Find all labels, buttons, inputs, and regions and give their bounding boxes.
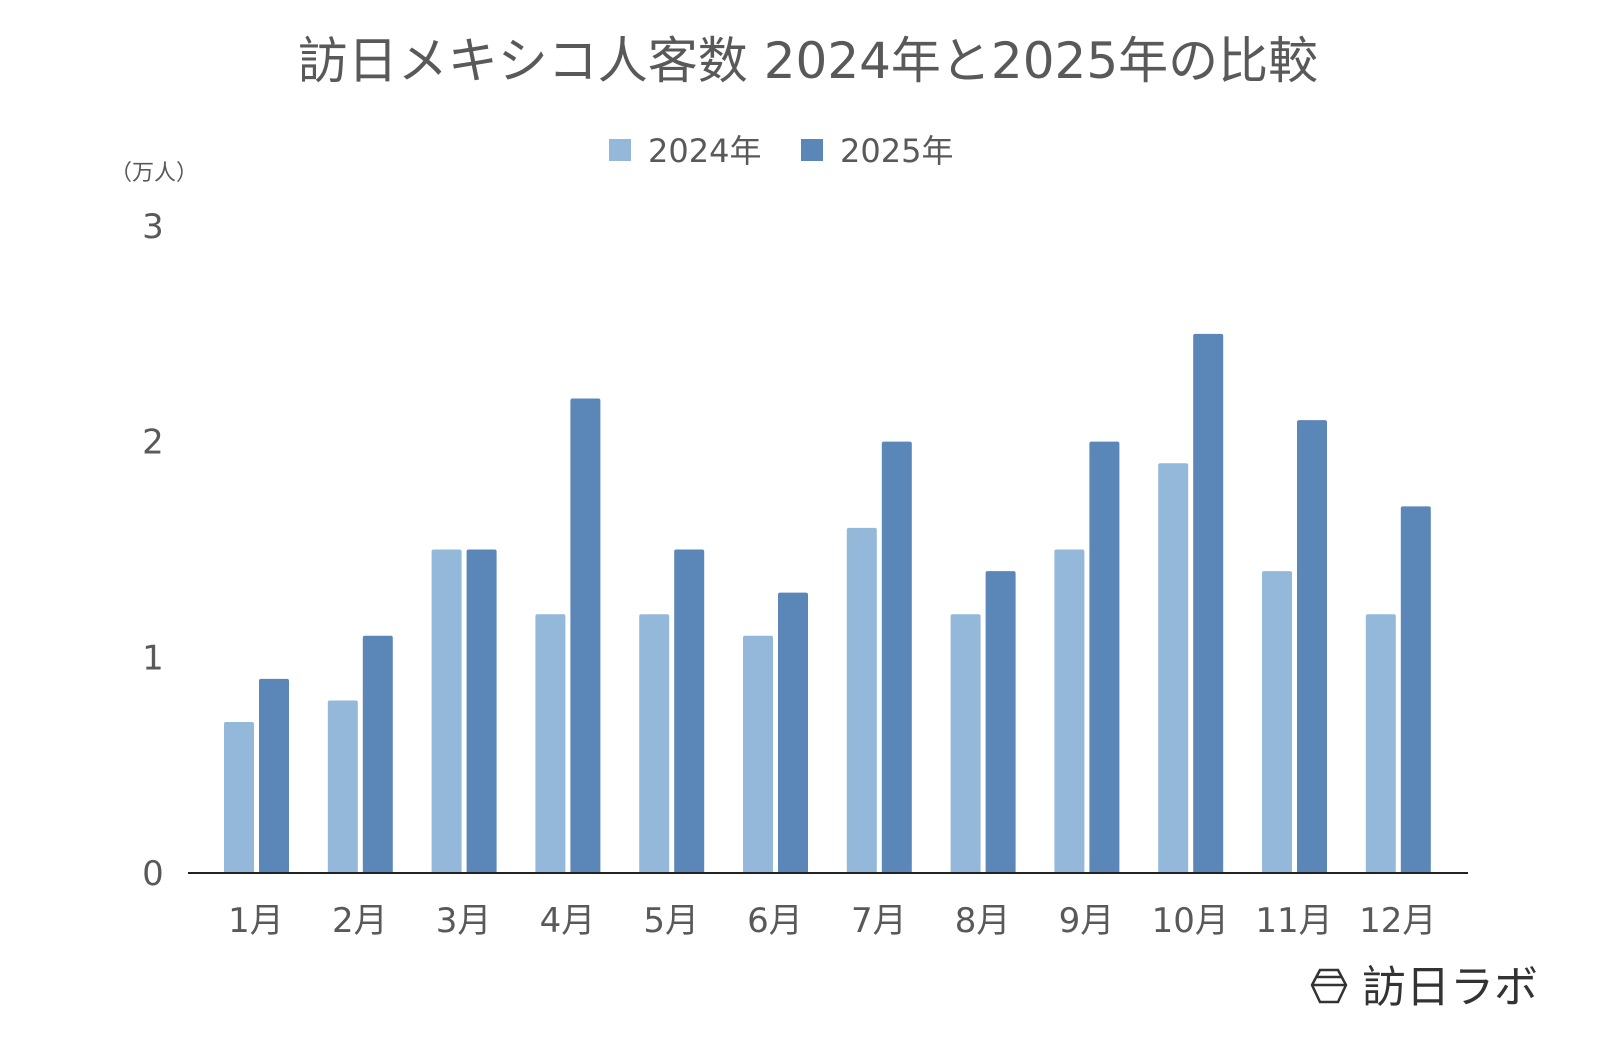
x-tick-label: 2月 <box>332 901 388 941</box>
x-tick-label: 9月 <box>1059 901 1115 941</box>
y-tick-label: 3 <box>142 207 164 247</box>
bar-2024年-12月 <box>1365 614 1396 873</box>
bar-2024年-11月 <box>1262 571 1292 873</box>
bar-2025年-7月 <box>881 441 912 873</box>
x-tick-label: 6月 <box>747 901 803 941</box>
bar-2025年-5月 <box>674 549 705 873</box>
x-tick-label: 10月 <box>1152 901 1229 941</box>
bar-2025年-11月 <box>1297 420 1327 873</box>
bar-2025年-8月 <box>985 571 1016 873</box>
y-tick-label: 0 <box>142 854 164 894</box>
legend-swatch-2025 <box>801 139 823 161</box>
legend-label-2024: 2024年 <box>648 132 761 170</box>
bar-2025年-4月 <box>570 398 601 873</box>
bar-2025年-2月 <box>362 635 393 873</box>
bar-2024年-6月 <box>743 635 773 873</box>
bars <box>224 333 1431 873</box>
y-tick-label: 1 <box>142 638 164 678</box>
x-axis-ticks: 1月 2月 3月 4月 5月 6月 7月 8月 9月 10月 11月 12月 <box>228 901 1436 941</box>
x-tick-label: 4月 <box>540 901 596 941</box>
bar-2024年-1月 <box>224 722 254 873</box>
legend-label-2025: 2025年 <box>840 132 953 170</box>
hexagon-logo-icon <box>1310 968 1348 1004</box>
x-tick-label: 11月 <box>1255 901 1332 941</box>
bar-2024年-3月 <box>431 549 462 873</box>
y-tick-label: 2 <box>142 423 164 463</box>
x-tick-label: 1月 <box>228 901 284 941</box>
bar-2025年-9月 <box>1089 441 1120 873</box>
bar-2024年-7月 <box>846 527 877 873</box>
bar-2024年-2月 <box>327 700 358 873</box>
brand-logo: 訪日ラボ <box>1310 962 1538 1013</box>
y-axis-unit: （万人） <box>110 161 198 186</box>
brand-name: 訪日ラボ <box>1362 962 1538 1013</box>
x-tick-label: 7月 <box>851 901 907 941</box>
bar-2025年-1月 <box>259 678 289 873</box>
bar-2024年-9月 <box>1054 549 1085 873</box>
x-tick-label: 3月 <box>436 901 492 941</box>
y-axis-ticks: 0 1 2 3 <box>142 207 164 894</box>
bar-2025年-12月 <box>1400 506 1431 873</box>
bar-2024年-10月 <box>1158 463 1189 873</box>
legend: 2024年 2025年 <box>609 132 953 170</box>
x-tick-label: 5月 <box>643 901 699 941</box>
bar-2025年-3月 <box>466 549 497 873</box>
chart-title: 訪日メキシコ人客数 2024年と2025年の比較 <box>298 32 1318 90</box>
bar-2024年-4月 <box>535 614 566 873</box>
x-tick-label: 8月 <box>955 901 1011 941</box>
bar-2024年-5月 <box>639 614 670 873</box>
bar-2025年-10月 <box>1193 333 1224 873</box>
bar-2024年-8月 <box>950 614 981 873</box>
x-tick-label: 12月 <box>1359 901 1436 941</box>
bar-2025年-6月 <box>778 592 808 873</box>
legend-swatch-2024 <box>609 139 631 161</box>
